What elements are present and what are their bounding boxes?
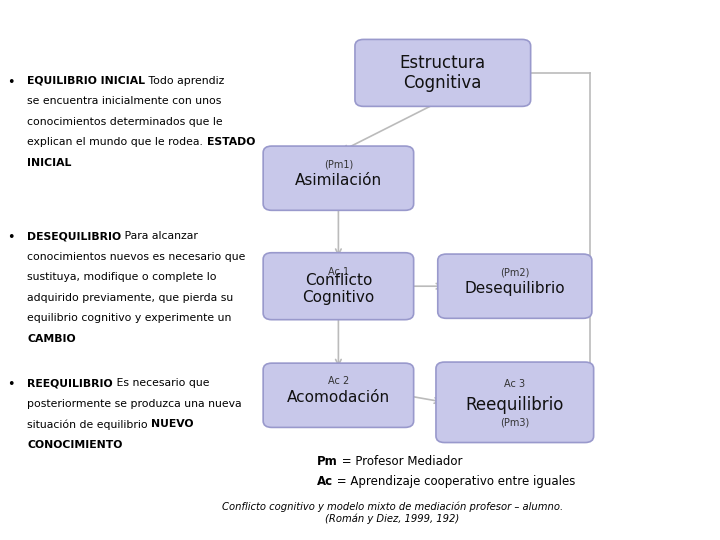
Text: NUEVO: NUEVO (151, 419, 194, 429)
Text: sustituya, modifique o complete lo: sustituya, modifique o complete lo (27, 272, 217, 282)
Text: (Pm1): (Pm1) (324, 159, 353, 170)
Text: REEQUILIBRIO: REEQUILIBRIO (27, 378, 113, 388)
Text: ESTADO: ESTADO (207, 137, 255, 147)
Text: conocimientos nuevos es necesario que: conocimientos nuevos es necesario que (27, 252, 246, 262)
Text: = Aprendizaje cooperativo entre iguales: = Aprendizaje cooperativo entre iguales (333, 475, 575, 488)
Text: Ac 1: Ac 1 (328, 267, 349, 276)
Text: •: • (7, 231, 14, 244)
Text: DESEQUILIBRIO: DESEQUILIBRIO (27, 231, 122, 241)
Text: Ac: Ac (317, 475, 333, 488)
Text: Desequilibrio: Desequilibrio (464, 281, 565, 296)
Text: Estructura
Cognitiva: Estructura Cognitiva (400, 53, 486, 92)
FancyBboxPatch shape (264, 363, 413, 428)
FancyBboxPatch shape (355, 39, 531, 106)
Text: CAMBIO: CAMBIO (27, 334, 76, 344)
FancyBboxPatch shape (264, 146, 413, 210)
Text: Conflicto cognitivo y modelo mixto de mediación profesor – alumno.
(Román y Diez: Conflicto cognitivo y modelo mixto de me… (222, 501, 563, 524)
Text: (Pm3): (Pm3) (500, 417, 529, 428)
Text: •: • (7, 76, 14, 89)
Text: (Pm2): (Pm2) (500, 267, 529, 278)
Text: posteriormente se produzca una nueva: posteriormente se produzca una nueva (27, 399, 242, 409)
Text: Conflicto
Cognitivo: Conflicto Cognitivo (302, 273, 374, 305)
Text: Es necesario que: Es necesario que (113, 378, 210, 388)
Text: Asimilación: Asimilación (294, 173, 382, 188)
Text: Ac 3: Ac 3 (504, 379, 526, 389)
Text: situación de equilibrio: situación de equilibrio (27, 419, 151, 429)
FancyBboxPatch shape (438, 254, 592, 319)
Text: Para alcanzar: Para alcanzar (122, 231, 199, 241)
Text: se encuentra inicialmente con unos: se encuentra inicialmente con unos (27, 96, 222, 106)
Text: •: • (7, 378, 14, 391)
Text: = Profesor Mediador: = Profesor Mediador (338, 455, 462, 468)
Text: INICIAL: INICIAL (27, 158, 72, 168)
Text: Acomodación: Acomodación (287, 390, 390, 406)
Text: conocimientos determinados que le: conocimientos determinados que le (27, 117, 223, 127)
FancyBboxPatch shape (264, 253, 413, 320)
Text: EQUILIBRIO INICIAL: EQUILIBRIO INICIAL (27, 76, 145, 86)
Text: CONOCIMIENTO: CONOCIMIENTO (27, 440, 122, 450)
Text: Reequilibrio: Reequilibrio (466, 396, 564, 414)
Text: Todo aprendiz: Todo aprendiz (145, 76, 225, 86)
Text: Pm: Pm (317, 455, 338, 468)
Text: explican el mundo que le rodea.: explican el mundo que le rodea. (27, 137, 207, 147)
Text: adquirido previamente, que pierda su: adquirido previamente, que pierda su (27, 293, 233, 303)
Text: Ac 2: Ac 2 (328, 376, 349, 387)
Text: equilibrio cognitivo y experimente un: equilibrio cognitivo y experimente un (27, 313, 232, 323)
FancyBboxPatch shape (436, 362, 593, 443)
